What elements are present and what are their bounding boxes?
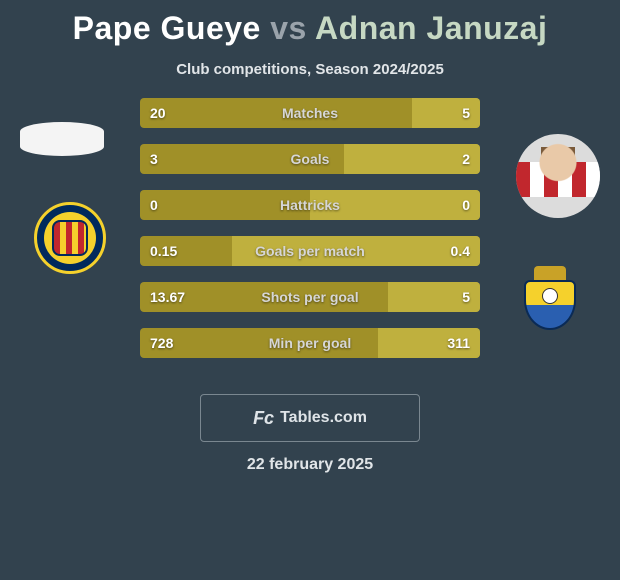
stat-row: 205Matches xyxy=(140,98,480,128)
player2-club-crest xyxy=(508,258,592,342)
page-title: Pape Gueye vs Adnan Januzaj xyxy=(0,0,620,47)
title-player2: Adnan Januzaj xyxy=(315,10,547,46)
stat-label: Min per goal xyxy=(140,328,480,358)
date-label: 22 february 2025 xyxy=(0,456,620,474)
watermark-text: Tables.com xyxy=(280,409,367,427)
title-vs: vs xyxy=(270,10,307,46)
subtitle: Club competitions, Season 2024/2025 xyxy=(0,61,620,78)
stat-label: Hattricks xyxy=(140,190,480,220)
villarreal-crest-icon xyxy=(34,202,106,274)
laspalmas-crest-icon xyxy=(514,264,586,336)
player2-photo xyxy=(516,134,600,218)
watermark-logo-icon: Fc xyxy=(253,408,274,429)
player2-photo-icon xyxy=(516,134,600,218)
title-player1: Pape Gueye xyxy=(73,10,261,46)
player1-club-crest xyxy=(28,196,112,280)
stat-row: 00Hattricks xyxy=(140,190,480,220)
stat-label: Goals per match xyxy=(140,236,480,266)
watermark: Fc Tables.com xyxy=(200,394,420,442)
stat-label: Matches xyxy=(140,98,480,128)
stat-bars: 205Matches 32Goals 00Hattricks 0.150.4Goals… xyxy=(140,98,480,374)
stat-label: Shots per goal xyxy=(140,282,480,312)
stat-row: 32Goals xyxy=(140,144,480,174)
stat-row: 728311Min per goal xyxy=(140,328,480,358)
stat-row: 13.675Shots per goal xyxy=(140,282,480,312)
player1-photo-placeholder xyxy=(20,122,104,156)
stat-label: Goals xyxy=(140,144,480,174)
stat-row: 0.150.4Goals per match xyxy=(140,236,480,266)
